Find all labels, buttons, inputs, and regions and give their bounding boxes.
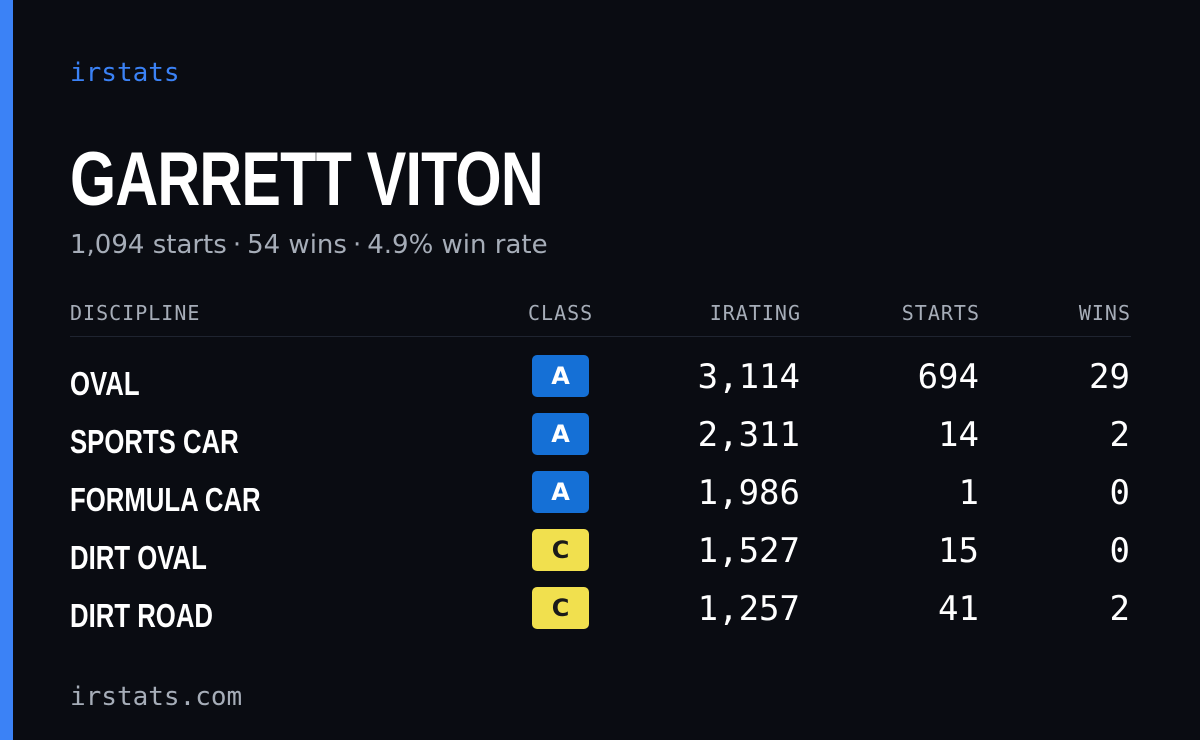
table-row: DIRT OVAL C 1,527 15 0 [70,528,1131,586]
table-row: SPORTS CAR A 2,311 14 2 [70,412,1131,470]
discipline-table: DISCIPLINE CLASS IRATING STARTS WINS OVA… [70,296,1131,644]
table-row: FORMULA CAR A 1,986 1 0 [70,470,1131,528]
column-header-wins: WINS [1078,301,1131,325]
column-header-starts: STARTS [901,301,980,325]
wins-value: 2 [1109,415,1130,455]
class-badge: A [532,355,589,397]
irating-value: 1,527 [697,531,800,571]
table-header: DISCIPLINE CLASS IRATING STARTS WINS [70,296,1131,337]
table-row: DIRT ROAD C 1,257 41 2 [70,586,1131,644]
column-header-class: CLASS [528,301,594,325]
driver-name: GARRETT VITON [70,137,544,222]
irating-value: 2,311 [697,415,800,455]
irating-value: 3,114 [697,357,800,397]
irating-value: 1,986 [697,473,800,513]
class-badge: C [532,587,589,629]
footer-url: irstats.com [70,682,243,712]
wins-value: 29 [1089,357,1130,397]
wins-value: 0 [1109,531,1130,571]
summary-separator: · [352,230,362,260]
table-row: OVAL A 3,114 694 29 [70,354,1131,412]
summary-starts: 1,094 starts [70,230,227,260]
summary-separator: · [232,230,242,260]
discipline-name: DIRT OVAL [70,539,207,576]
summary-wins: 54 wins [247,230,347,260]
class-badge: C [532,529,589,571]
brand-logo: irstats [70,58,180,88]
starts-value: 15 [938,531,979,571]
discipline-name: DIRT ROAD [70,597,213,634]
column-header-discipline: DISCIPLINE [70,301,201,325]
class-badge: A [532,471,589,513]
starts-value: 14 [938,415,979,455]
table-body: OVAL A 3,114 694 29 SPORTS CAR A 2,311 1… [70,354,1131,644]
wins-value: 0 [1109,473,1130,513]
irating-value: 1,257 [697,589,800,629]
class-badge: A [532,413,589,455]
discipline-name: FORMULA CAR [70,481,261,518]
starts-value: 694 [917,357,979,397]
column-header-irating: IRATING [709,301,801,325]
starts-value: 1 [958,473,979,513]
discipline-name: OVAL [70,365,140,402]
accent-bar [0,0,13,740]
wins-value: 2 [1109,589,1130,629]
summary-win-rate: 4.9% win rate [367,230,548,260]
starts-value: 41 [938,589,979,629]
driver-summary: 1,094 starts · 54 wins · 4.9% win rate [70,228,548,262]
discipline-name: SPORTS CAR [70,423,239,460]
